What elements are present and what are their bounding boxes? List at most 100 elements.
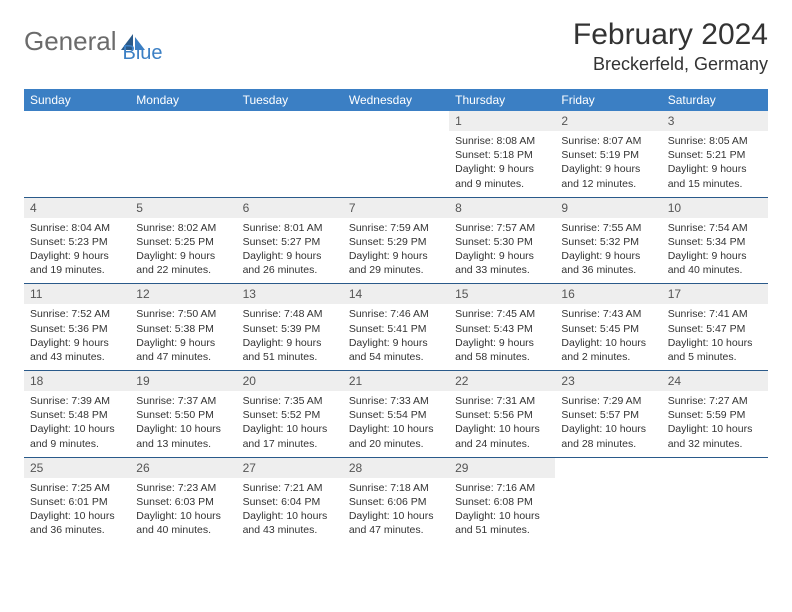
calendar-day-cell: 16Sunrise: 7:43 AMSunset: 5:45 PMDayligh… xyxy=(555,284,661,371)
calendar-day-cell: 6Sunrise: 8:01 AMSunset: 5:27 PMDaylight… xyxy=(237,197,343,284)
day-details: Sunrise: 8:01 AMSunset: 5:27 PMDaylight:… xyxy=(237,218,343,284)
calendar-table: Sunday Monday Tuesday Wednesday Thursday… xyxy=(24,89,768,543)
logo-text-blue: Blue xyxy=(123,42,163,65)
calendar-day-cell: 10Sunrise: 7:54 AMSunset: 5:34 PMDayligh… xyxy=(662,197,768,284)
calendar-day-cell: 15Sunrise: 7:45 AMSunset: 5:43 PMDayligh… xyxy=(449,284,555,371)
day-number: 25 xyxy=(24,458,130,478)
month-title: February 2024 xyxy=(573,18,768,52)
day-number: 11 xyxy=(24,284,130,304)
calendar-day-cell: .. xyxy=(237,111,343,197)
day-details: Sunrise: 7:35 AMSunset: 5:52 PMDaylight:… xyxy=(237,391,343,457)
day-number: 10 xyxy=(662,198,768,218)
day-details: Sunrise: 7:29 AMSunset: 5:57 PMDaylight:… xyxy=(555,391,661,457)
calendar-day-cell: 14Sunrise: 7:46 AMSunset: 5:41 PMDayligh… xyxy=(343,284,449,371)
calendar-day-cell: 11Sunrise: 7:52 AMSunset: 5:36 PMDayligh… xyxy=(24,284,130,371)
day-number: 17 xyxy=(662,284,768,304)
day-number: 20 xyxy=(237,371,343,391)
logo: General Blue xyxy=(24,18,163,65)
day-number: 13 xyxy=(237,284,343,304)
day-details: Sunrise: 7:57 AMSunset: 5:30 PMDaylight:… xyxy=(449,218,555,284)
calendar-day-cell: 23Sunrise: 7:29 AMSunset: 5:57 PMDayligh… xyxy=(555,371,661,458)
calendar-day-cell: 3Sunrise: 8:05 AMSunset: 5:21 PMDaylight… xyxy=(662,111,768,197)
day-number: 22 xyxy=(449,371,555,391)
day-number: 21 xyxy=(343,371,449,391)
calendar-day-cell: .. xyxy=(130,111,236,197)
day-number: 23 xyxy=(555,371,661,391)
day-number: 12 xyxy=(130,284,236,304)
calendar-day-cell: 2Sunrise: 8:07 AMSunset: 5:19 PMDaylight… xyxy=(555,111,661,197)
day-number: 19 xyxy=(130,371,236,391)
calendar-week-row: 25Sunrise: 7:25 AMSunset: 6:01 PMDayligh… xyxy=(24,457,768,543)
weekday-header: Tuesday xyxy=(237,89,343,111)
weekday-header: Wednesday xyxy=(343,89,449,111)
calendar-day-cell: .. xyxy=(24,111,130,197)
day-details: Sunrise: 7:46 AMSunset: 5:41 PMDaylight:… xyxy=(343,304,449,370)
calendar-week-row: ........1Sunrise: 8:08 AMSunset: 5:18 PM… xyxy=(24,111,768,197)
calendar-day-cell: 5Sunrise: 8:02 AMSunset: 5:25 PMDaylight… xyxy=(130,197,236,284)
page-header: General Blue February 2024 Breckerfeld, … xyxy=(24,18,768,75)
calendar-day-cell: 17Sunrise: 7:41 AMSunset: 5:47 PMDayligh… xyxy=(662,284,768,371)
calendar-day-cell: 26Sunrise: 7:23 AMSunset: 6:03 PMDayligh… xyxy=(130,457,236,543)
calendar-day-cell: 25Sunrise: 7:25 AMSunset: 6:01 PMDayligh… xyxy=(24,457,130,543)
day-number: 6 xyxy=(237,198,343,218)
calendar-day-cell: 13Sunrise: 7:48 AMSunset: 5:39 PMDayligh… xyxy=(237,284,343,371)
day-details: Sunrise: 8:07 AMSunset: 5:19 PMDaylight:… xyxy=(555,131,661,197)
day-details: Sunrise: 7:27 AMSunset: 5:59 PMDaylight:… xyxy=(662,391,768,457)
day-details: Sunrise: 7:37 AMSunset: 5:50 PMDaylight:… xyxy=(130,391,236,457)
day-details: Sunrise: 7:39 AMSunset: 5:48 PMDaylight:… xyxy=(24,391,130,457)
day-number: 29 xyxy=(449,458,555,478)
calendar-day-cell: 21Sunrise: 7:33 AMSunset: 5:54 PMDayligh… xyxy=(343,371,449,458)
calendar-day-cell: 4Sunrise: 8:04 AMSunset: 5:23 PMDaylight… xyxy=(24,197,130,284)
calendar-day-cell: 29Sunrise: 7:16 AMSunset: 6:08 PMDayligh… xyxy=(449,457,555,543)
calendar-day-cell: 12Sunrise: 7:50 AMSunset: 5:38 PMDayligh… xyxy=(130,284,236,371)
day-details: Sunrise: 7:16 AMSunset: 6:08 PMDaylight:… xyxy=(449,478,555,544)
day-number: 2 xyxy=(555,111,661,131)
weekday-header: Thursday xyxy=(449,89,555,111)
calendar-week-row: 11Sunrise: 7:52 AMSunset: 5:36 PMDayligh… xyxy=(24,284,768,371)
calendar-day-cell: 24Sunrise: 7:27 AMSunset: 5:59 PMDayligh… xyxy=(662,371,768,458)
day-details: Sunrise: 7:33 AMSunset: 5:54 PMDaylight:… xyxy=(343,391,449,457)
day-details: Sunrise: 7:18 AMSunset: 6:06 PMDaylight:… xyxy=(343,478,449,544)
calendar-day-cell: 19Sunrise: 7:37 AMSunset: 5:50 PMDayligh… xyxy=(130,371,236,458)
day-details: Sunrise: 7:31 AMSunset: 5:56 PMDaylight:… xyxy=(449,391,555,457)
day-number: 18 xyxy=(24,371,130,391)
day-number: 9 xyxy=(555,198,661,218)
calendar-day-cell: 1Sunrise: 8:08 AMSunset: 5:18 PMDaylight… xyxy=(449,111,555,197)
calendar-day-cell: 22Sunrise: 7:31 AMSunset: 5:56 PMDayligh… xyxy=(449,371,555,458)
calendar-day-cell: .. xyxy=(555,457,661,543)
day-details: Sunrise: 7:54 AMSunset: 5:34 PMDaylight:… xyxy=(662,218,768,284)
day-details: Sunrise: 7:59 AMSunset: 5:29 PMDaylight:… xyxy=(343,218,449,284)
day-details: Sunrise: 7:55 AMSunset: 5:32 PMDaylight:… xyxy=(555,218,661,284)
calendar-day-cell: 18Sunrise: 7:39 AMSunset: 5:48 PMDayligh… xyxy=(24,371,130,458)
day-number: 4 xyxy=(24,198,130,218)
day-details: Sunrise: 8:02 AMSunset: 5:25 PMDaylight:… xyxy=(130,218,236,284)
day-details: Sunrise: 7:52 AMSunset: 5:36 PMDaylight:… xyxy=(24,304,130,370)
title-block: February 2024 Breckerfeld, Germany xyxy=(573,18,768,75)
day-details: Sunrise: 7:41 AMSunset: 5:47 PMDaylight:… xyxy=(662,304,768,370)
day-number: 3 xyxy=(662,111,768,131)
day-number: 24 xyxy=(662,371,768,391)
day-number: 8 xyxy=(449,198,555,218)
day-details: Sunrise: 7:50 AMSunset: 5:38 PMDaylight:… xyxy=(130,304,236,370)
day-number: 28 xyxy=(343,458,449,478)
calendar-day-cell: 9Sunrise: 7:55 AMSunset: 5:32 PMDaylight… xyxy=(555,197,661,284)
day-details: Sunrise: 8:05 AMSunset: 5:21 PMDaylight:… xyxy=(662,131,768,197)
day-details: Sunrise: 7:45 AMSunset: 5:43 PMDaylight:… xyxy=(449,304,555,370)
weekday-header: Monday xyxy=(130,89,236,111)
day-details: Sunrise: 7:25 AMSunset: 6:01 PMDaylight:… xyxy=(24,478,130,544)
logo-text-general: General xyxy=(24,26,117,57)
day-number: 14 xyxy=(343,284,449,304)
weekday-header-row: Sunday Monday Tuesday Wednesday Thursday… xyxy=(24,89,768,111)
day-number: 7 xyxy=(343,198,449,218)
day-details: Sunrise: 8:04 AMSunset: 5:23 PMDaylight:… xyxy=(24,218,130,284)
calendar-week-row: 4Sunrise: 8:04 AMSunset: 5:23 PMDaylight… xyxy=(24,197,768,284)
day-details: Sunrise: 7:48 AMSunset: 5:39 PMDaylight:… xyxy=(237,304,343,370)
day-number: 16 xyxy=(555,284,661,304)
calendar-day-cell: 28Sunrise: 7:18 AMSunset: 6:06 PMDayligh… xyxy=(343,457,449,543)
weekday-header: Friday xyxy=(555,89,661,111)
calendar-week-row: 18Sunrise: 7:39 AMSunset: 5:48 PMDayligh… xyxy=(24,371,768,458)
weekday-header: Sunday xyxy=(24,89,130,111)
calendar-day-cell: .. xyxy=(343,111,449,197)
day-number: 26 xyxy=(130,458,236,478)
calendar-day-cell: 8Sunrise: 7:57 AMSunset: 5:30 PMDaylight… xyxy=(449,197,555,284)
